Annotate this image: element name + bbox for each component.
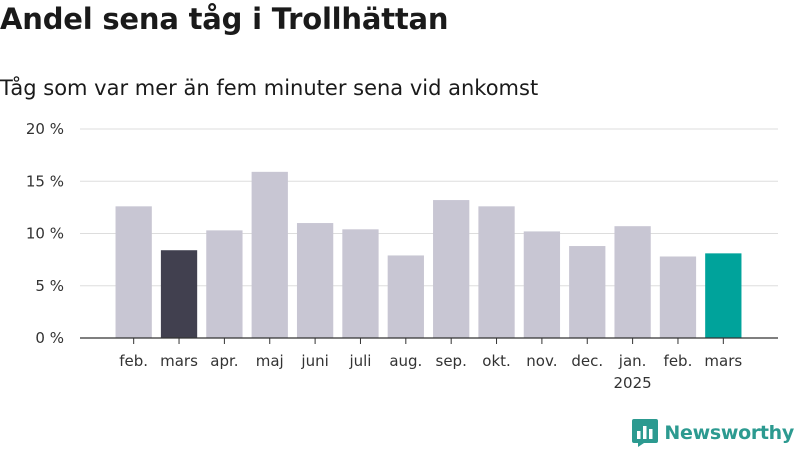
bar	[115, 206, 152, 338]
y-tick-label: 20 %	[26, 120, 64, 138]
x-tick-label: mars	[704, 352, 742, 370]
x-tick-label: juni	[300, 352, 328, 370]
y-tick-label: 15 %	[26, 172, 64, 190]
bar	[659, 256, 697, 338]
bar	[705, 253, 742, 338]
x-tick-label: dec.	[571, 352, 603, 370]
x-tick-label: feb.	[119, 352, 148, 370]
chart-title: Andel sena tåg i Trollhättan	[0, 2, 449, 36]
x-tick-label: apr.	[210, 352, 238, 370]
bar	[614, 226, 651, 338]
bar-chart-speech-bubble-icon	[632, 419, 659, 447]
x-tick-label: feb.	[664, 352, 693, 370]
y-tick-label: 5 %	[35, 277, 64, 295]
x-tick-label: nov.	[526, 352, 557, 370]
y-tick-label: 0 %	[35, 329, 64, 347]
bar	[160, 250, 198, 338]
chart-subtitle: Tåg som var mer än fem minuter sena vid …	[0, 76, 539, 100]
x-tick-label: mars	[160, 352, 198, 370]
brand-name: Newsworthy	[664, 422, 794, 444]
newsworthy-logo: Newsworthy	[632, 419, 794, 447]
bar	[387, 255, 424, 338]
x-tick-label: juli	[348, 352, 371, 370]
bar	[523, 231, 561, 338]
x-tick-label: maj	[256, 352, 284, 370]
bar	[206, 230, 243, 338]
bar	[433, 200, 470, 338]
bar	[251, 171, 288, 338]
bar	[342, 229, 379, 338]
x-tick-label: okt.	[482, 352, 511, 370]
x-tick-sublabel: 2025	[614, 374, 652, 392]
bar	[478, 206, 515, 338]
x-tick-label: aug.	[389, 352, 422, 370]
x-tick-label: jan.	[618, 352, 647, 370]
bar	[296, 223, 334, 338]
y-tick-label: 10 %	[26, 225, 64, 243]
bar	[569, 246, 606, 338]
x-tick-label: sep.	[436, 352, 467, 370]
